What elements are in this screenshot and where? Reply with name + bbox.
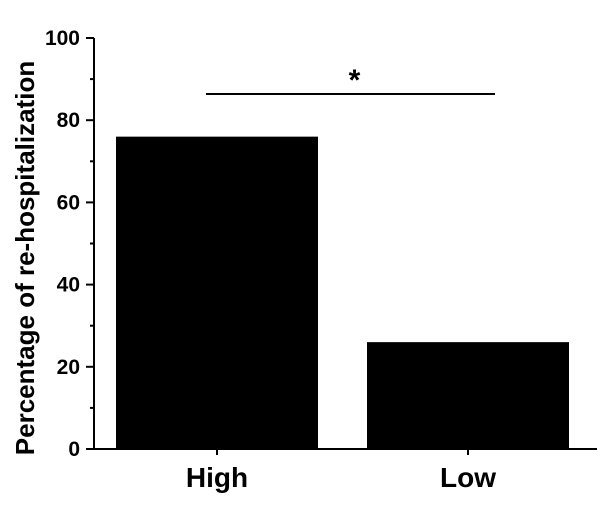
y-tick-label: 80 [57, 109, 80, 132]
bar-high [116, 136, 318, 449]
x-tick-label: High [186, 462, 248, 493]
y-tick-label: 60 [57, 191, 80, 214]
x-axis: High Low [94, 448, 597, 493]
significance-label: * [349, 64, 361, 97]
bars [116, 136, 569, 449]
y-tick-label: 40 [57, 274, 80, 297]
y-tick-label: 20 [57, 356, 80, 379]
bar-low [367, 342, 569, 449]
y-axis-title: Percentage of re-hospitalization [10, 61, 40, 455]
y-tick-label: 100 [45, 27, 80, 50]
x-tick-label: Low [440, 462, 496, 493]
y-axis: 0 20 40 60 80 100 [45, 27, 95, 461]
y-tick-label: 0 [68, 438, 80, 461]
annotations: * [206, 64, 495, 97]
